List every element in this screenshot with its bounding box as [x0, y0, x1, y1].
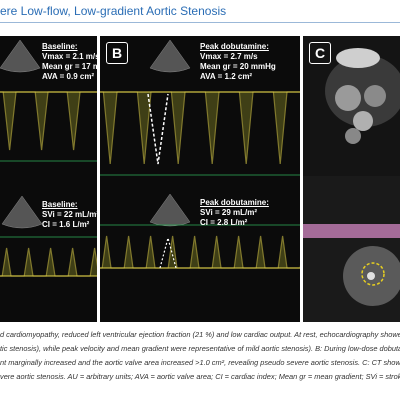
- valve-circle: [361, 262, 385, 286]
- calcium: [367, 272, 375, 280]
- measure: Vmax = 2.7 m/s: [200, 52, 258, 61]
- panel-text: Baseline: Vmax = 2.1 m/s Mean gr = 17 mm…: [42, 42, 97, 82]
- panel-c: C: [303, 36, 400, 322]
- panel-b: B Peak dobutamine: Vmax = 2.7 m/s Mean g…: [100, 36, 300, 322]
- panel-label: B: [106, 42, 128, 64]
- trace-outline: [147, 93, 169, 165]
- doppler-envelope: [100, 235, 300, 269]
- caption-line: d cardiomyopathy, reduced left ventricul…: [0, 330, 400, 339]
- measure: SVi = 22 mL/m²: [42, 210, 97, 219]
- ct-band: [303, 224, 400, 238]
- measure: CI = 2.8 L/m²: [200, 218, 248, 227]
- ct-vessel: [345, 128, 361, 144]
- heading: Peak dobutamine:: [200, 42, 269, 51]
- caption-line: vere aortic stenosis. AU = arbitrary uni…: [0, 372, 400, 381]
- measure: Mean gr = 17 mmHg: [42, 62, 97, 71]
- echo-thumb: [1, 195, 43, 229]
- heading: Baseline:: [42, 42, 78, 51]
- echo-image: [0, 39, 97, 277]
- measure: Mean gr = 20 mmHg: [200, 62, 276, 71]
- caption: d cardiomyopathy, reduced left ventricul…: [0, 328, 400, 384]
- rule: [0, 22, 400, 23]
- ct-vessel: [353, 111, 373, 131]
- measure: Vmax = 2.1 m/s: [42, 52, 97, 61]
- caption-line: tic stenosis), while peak velocity and m…: [0, 344, 400, 353]
- measure: AVA = 0.9 cm²: [42, 72, 95, 81]
- panel-text: Baseline: SVi = 22 mL/m² CI = 1.6 L/m²: [42, 200, 97, 230]
- panel-text: Peak dobutamine: Vmax = 2.7 m/s Mean gr …: [200, 42, 276, 82]
- echo-thumb: [0, 39, 41, 73]
- panel-text: Peak dobutamine: SVi = 29 mL/m² CI = 2.8…: [200, 198, 269, 228]
- heading: Baseline:: [42, 200, 78, 209]
- measure: SVi = 29 mL/m²: [200, 208, 257, 217]
- ct-vessel: [335, 85, 361, 111]
- echo-thumb: [149, 193, 191, 227]
- doppler-envelope: [0, 91, 97, 151]
- panel-a: Baseline: Vmax = 2.1 m/s Mean gr = 17 mm…: [0, 36, 97, 322]
- doppler-envelope: [0, 247, 97, 277]
- ct-vessel: [364, 85, 386, 107]
- echo-thumb: [149, 39, 191, 73]
- ct-image: [303, 36, 400, 322]
- measure: CI = 1.6 L/m²: [42, 220, 90, 229]
- title: ere Low-flow, Low-gradient Aortic Stenos…: [0, 4, 227, 18]
- heading: Peak dobutamine:: [200, 198, 269, 207]
- ct-bone: [336, 48, 380, 68]
- doppler-envelope: [100, 91, 300, 165]
- echo-image: [100, 39, 300, 269]
- panel-label: C: [309, 42, 331, 64]
- measure: AVA = 1.2 cm²: [200, 72, 253, 81]
- caption-line: nt marginally increased and the aortic v…: [0, 358, 400, 367]
